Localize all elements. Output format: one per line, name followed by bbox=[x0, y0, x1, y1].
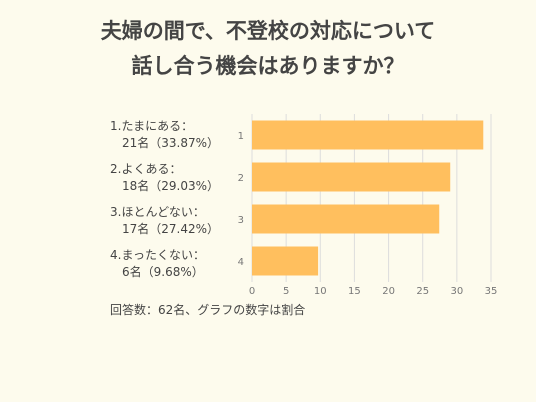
category-tick-4: 4 bbox=[238, 257, 244, 268]
x-tick-label-30: 30 bbox=[450, 286, 463, 297]
x-tick-label-35: 35 bbox=[485, 286, 498, 297]
bar-4 bbox=[252, 246, 319, 276]
category-tick-labels: 1 2 3 4 bbox=[238, 131, 244, 268]
footnote: 回答数：62名、グラフの数字は割合 bbox=[110, 303, 306, 317]
bar-3 bbox=[252, 204, 440, 234]
category-label-1: 1.たまにある： 21名（33.87%） bbox=[110, 118, 260, 152]
category-label-3-name: 3.ほとんどない： bbox=[110, 205, 205, 219]
category-label-4: 4.まったくない： 6名（9.68%） bbox=[110, 247, 260, 281]
x-tick-label-0: 0 bbox=[249, 286, 255, 297]
category-label-2: 2.よくある： 18名（29.03%） bbox=[110, 161, 260, 195]
category-label-4-count: 6名（9.68%） bbox=[122, 265, 204, 279]
x-tick-label-15: 15 bbox=[348, 286, 361, 297]
category-label-4-name: 4.まったくない： bbox=[110, 248, 205, 262]
category-tick-1: 1 bbox=[238, 131, 244, 142]
x-tick-label-20: 20 bbox=[382, 286, 395, 297]
x-tick-label-5: 5 bbox=[283, 286, 289, 297]
x-tick-label-10: 10 bbox=[314, 286, 327, 297]
category-label-2-name: 2.よくある： bbox=[110, 162, 182, 176]
bar-2 bbox=[252, 162, 451, 192]
category-tick-2: 2 bbox=[238, 173, 244, 184]
bars bbox=[252, 120, 484, 276]
bar-1 bbox=[252, 120, 484, 150]
category-label-1-name: 1.たまにある： bbox=[110, 119, 194, 133]
category-label-3-count: 17名（27.42%） bbox=[122, 222, 220, 236]
chart-title-line2: 話し合う機会はありますか？ bbox=[131, 54, 405, 78]
category-label-1-count: 21名（33.87%） bbox=[122, 136, 220, 150]
chart-title-line1: 夫婦の間で、不登校の対応について bbox=[100, 19, 436, 43]
x-axis-tick-labels: 0 5 10 15 20 25 30 35 bbox=[249, 286, 498, 297]
category-label-3: 3.ほとんどない： 17名（27.42%） bbox=[110, 204, 260, 238]
category-tick-3: 3 bbox=[238, 215, 244, 226]
chart-title: 夫婦の間で、不登校の対応について 話し合う機会はありますか？ bbox=[0, 14, 536, 84]
x-tick-label-25: 25 bbox=[416, 286, 429, 297]
category-label-2-count: 18名（29.03%） bbox=[122, 179, 220, 193]
